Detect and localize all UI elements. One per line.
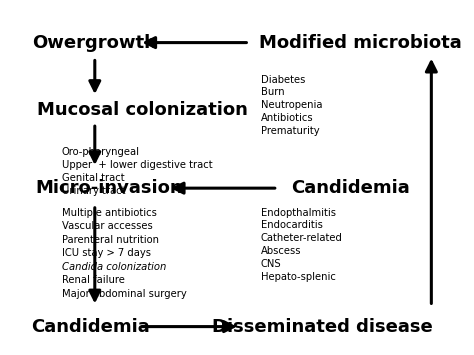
Text: Endopthalmitis
Endocarditis
Catheter-related
Abscess
CNS
Hepato-splenic: Endopthalmitis Endocarditis Catheter-rel… (261, 208, 343, 282)
Text: Candida colonization: Candida colonization (62, 262, 166, 272)
Text: Micro-invasion: Micro-invasion (35, 179, 183, 197)
Text: Renal failure: Renal failure (62, 275, 125, 285)
Text: Diabetes
Burn
Neutropenia
Antibiotics
Prematurity: Diabetes Burn Neutropenia Antibiotics Pr… (261, 75, 322, 136)
Text: ICU stay > 7 days: ICU stay > 7 days (62, 248, 151, 258)
Text: Disseminated disease: Disseminated disease (212, 318, 433, 335)
Text: Vascular accesses: Vascular accesses (62, 221, 152, 231)
Text: Major abdominal surgery: Major abdominal surgery (62, 289, 186, 299)
Text: Owergrowth: Owergrowth (32, 34, 157, 51)
Text: Candidemia: Candidemia (292, 179, 410, 197)
Text: Mucosal colonization: Mucosal colonization (37, 101, 247, 119)
Text: Multiple antibiotics: Multiple antibiotics (62, 208, 156, 218)
Text: Modified microbiota: Modified microbiota (259, 34, 462, 51)
Text: Candidemia: Candidemia (31, 318, 149, 335)
Text: Oro-pharyngeal
Upper  + lower digestive tract
Genital tract
Urinary tract: Oro-pharyngeal Upper + lower digestive t… (62, 147, 212, 196)
Text: Parenteral nutrition: Parenteral nutrition (62, 235, 159, 245)
